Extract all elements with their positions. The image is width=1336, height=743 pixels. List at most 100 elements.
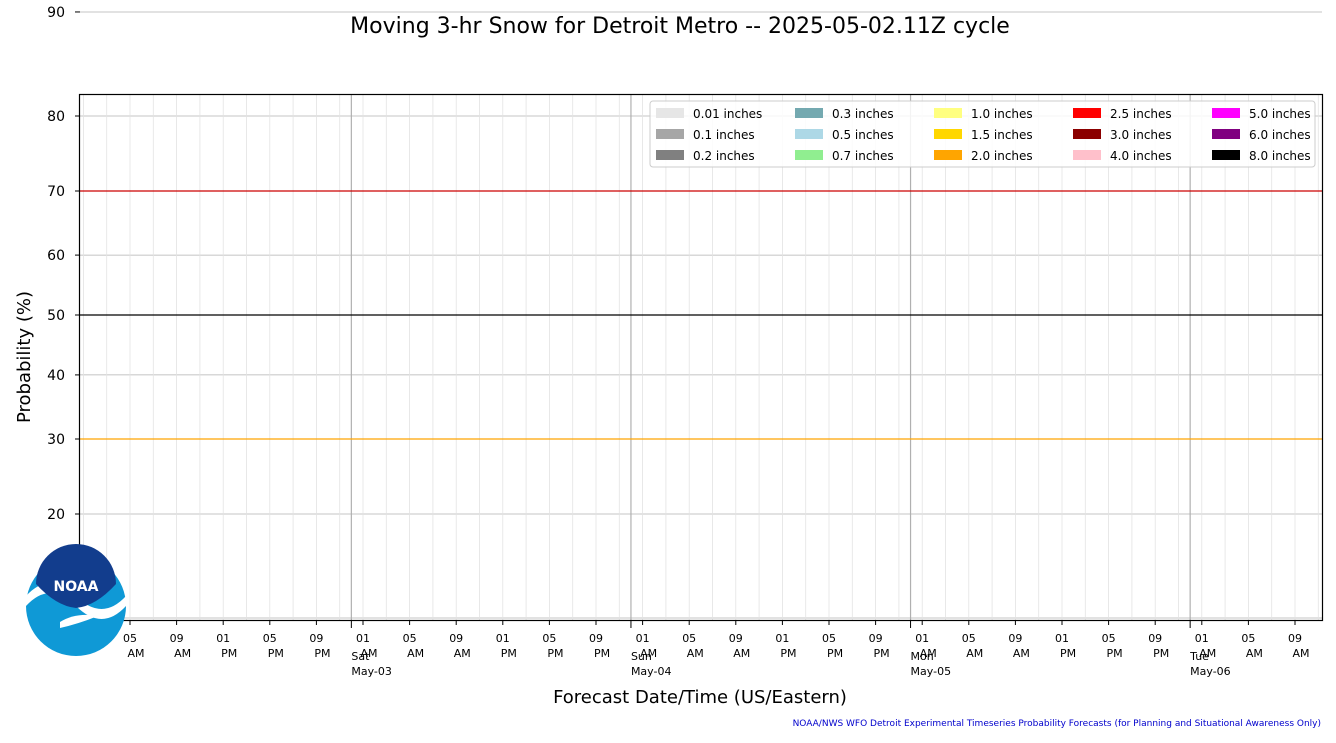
x-tick-hour-label: 05 bbox=[962, 632, 976, 645]
x-tick-hour-label: 09 bbox=[1008, 632, 1022, 645]
legend-swatch bbox=[656, 150, 684, 160]
x-tick-hour-label: 05 bbox=[542, 632, 556, 645]
x-tick-ampm-label: PM bbox=[1060, 647, 1076, 660]
y-axis-ticks: 20 30 40 50 60 70 80 90 bbox=[47, 5, 80, 523]
legend-label: 1.0 inches bbox=[971, 107, 1033, 121]
legend-label: 0.3 inches bbox=[832, 107, 894, 121]
x-tick-hour-label: 05 bbox=[822, 632, 836, 645]
x-tick-hour-label: 05 bbox=[1241, 632, 1255, 645]
legend-swatch bbox=[934, 129, 962, 139]
x-tick-hour-label: 09 bbox=[729, 632, 743, 645]
y-tick-label: 50 bbox=[47, 308, 65, 324]
x-axis-ticks: 05 AM 09 AM 01 PM 05 PM 09 PM 01 AM 05 AM 09 AM 01 PM 05 PM… bbox=[123, 620, 1310, 678]
day-date-label: May-04 bbox=[631, 665, 672, 678]
x-tick-ampm-label: AM bbox=[174, 647, 191, 660]
legend-swatch bbox=[1073, 108, 1101, 118]
x-axis-label: Forecast Date/Time (US/Eastern) bbox=[553, 687, 847, 708]
x-tick-hour-label: 01 bbox=[356, 632, 370, 645]
legend-swatch bbox=[1073, 150, 1101, 160]
y-tick-label: 60 bbox=[47, 248, 65, 264]
x-tick-hour-label: 01 bbox=[775, 632, 789, 645]
x-tick-ampm-label: PM bbox=[314, 647, 330, 660]
x-tick-hour-label: 09 bbox=[869, 632, 883, 645]
legend-swatch bbox=[795, 129, 823, 139]
x-tick-ampm-label: PM bbox=[268, 647, 284, 660]
chart-title: Moving 3-hr Snow for Detroit Metro -- 20… bbox=[350, 14, 1010, 39]
y-tick-label: 40 bbox=[47, 368, 65, 384]
y-tick-label: 30 bbox=[47, 432, 65, 448]
y-axis-label: Probability (%) bbox=[14, 291, 35, 423]
x-tick-ampm-label: PM bbox=[874, 647, 890, 660]
x-tick-ampm-label: AM bbox=[454, 647, 471, 660]
logo-dome bbox=[36, 544, 116, 608]
legend-swatch bbox=[656, 108, 684, 118]
x-tick-hour-label: 01 bbox=[1055, 632, 1069, 645]
legend-label: 1.5 inches bbox=[971, 128, 1033, 142]
legend-swatch bbox=[1212, 150, 1240, 160]
legend-label: 0.7 inches bbox=[832, 149, 894, 163]
x-tick-ampm-label: PM bbox=[780, 647, 796, 660]
x-tick-ampm-label: AM bbox=[733, 647, 750, 660]
logo-gull bbox=[60, 614, 98, 628]
x-tick-ampm-label: AM bbox=[687, 647, 704, 660]
legend-swatch bbox=[1212, 108, 1240, 118]
x-tick-ampm-label: AM bbox=[640, 647, 657, 660]
x-tick-hour-label: 09 bbox=[1148, 632, 1162, 645]
x-tick-hour-label: 09 bbox=[589, 632, 603, 645]
legend-swatch bbox=[1073, 129, 1101, 139]
legend-swatch bbox=[934, 150, 962, 160]
day-name-label: Tue bbox=[1189, 650, 1209, 663]
legend-swatch bbox=[656, 129, 684, 139]
x-tick-ampm-label: AM bbox=[360, 647, 377, 660]
x-tick-ampm-label: PM bbox=[221, 647, 237, 660]
legend-label: 2.5 inches bbox=[1110, 107, 1172, 121]
day-name-label: Sat bbox=[351, 650, 370, 663]
x-tick-ampm-label: AM bbox=[1246, 647, 1263, 660]
plot-frame bbox=[78, 93, 1324, 622]
x-tick-hour-label: 01 bbox=[1195, 632, 1209, 645]
day-date-label: May-06 bbox=[1190, 665, 1231, 678]
x-tick-hour-label: 05 bbox=[1102, 632, 1116, 645]
x-tick-hour-label: 05 bbox=[403, 632, 417, 645]
day-date-label: May-05 bbox=[911, 665, 952, 678]
x-tick-ampm-label: AM bbox=[407, 647, 424, 660]
legend-swatch bbox=[795, 150, 823, 160]
legend-label: 6.0 inches bbox=[1249, 128, 1311, 142]
day-date-label: May-03 bbox=[351, 665, 392, 678]
legend-label: 0.01 inches bbox=[693, 107, 762, 121]
x-tick-ampm-label: PM bbox=[1107, 647, 1123, 660]
x-tick-ampm-label: PM bbox=[1153, 647, 1169, 660]
x-tick-hour-label: 01 bbox=[496, 632, 510, 645]
legend-swatch bbox=[795, 108, 823, 118]
x-tick-ampm-label: AM bbox=[966, 647, 983, 660]
footer-disclaimer: NOAA/NWS WFO Detroit Experimental Timese… bbox=[793, 719, 1321, 729]
x-tick-hour-label: 09 bbox=[1288, 632, 1302, 645]
legend: 0.01 inches 0.1 inches 0.2 inches 0.3 inche… bbox=[649, 100, 1316, 168]
y-tick-label: 90 bbox=[47, 5, 65, 21]
legend-label: 0.5 inches bbox=[832, 128, 894, 142]
x-tick-ampm-label: PM bbox=[827, 647, 843, 660]
logo-text: NOAA bbox=[54, 579, 99, 595]
x-tick-ampm-label: AM bbox=[1199, 647, 1216, 660]
x-tick-ampm-label: PM bbox=[501, 647, 517, 660]
legend-label: 0.2 inches bbox=[693, 149, 755, 163]
x-tick-ampm-label: AM bbox=[1013, 647, 1030, 660]
day-name-label: Mon bbox=[911, 650, 934, 663]
legend-label: 8.0 inches bbox=[1249, 149, 1311, 163]
x-tick-hour-label: 01 bbox=[915, 632, 929, 645]
legend-swatch bbox=[1212, 129, 1240, 139]
y-tick-label: 80 bbox=[47, 109, 65, 125]
x-tick-hour-label: 05 bbox=[263, 632, 277, 645]
x-tick-hour-label: 09 bbox=[449, 632, 463, 645]
x-tick-hour-label: 05 bbox=[123, 632, 137, 645]
reference-lines bbox=[80, 190, 1322, 440]
y-tick-label: 20 bbox=[47, 507, 65, 523]
noaa-logo: NOAA bbox=[26, 544, 126, 656]
legend-label: 2.0 inches bbox=[971, 149, 1033, 163]
day-name-label: Sun bbox=[631, 650, 652, 663]
x-tick-ampm-label: AM bbox=[1292, 647, 1309, 660]
legend-swatch bbox=[934, 108, 962, 118]
x-tick-ampm-label: AM bbox=[127, 647, 144, 660]
x-tick-hour-label: 01 bbox=[636, 632, 650, 645]
